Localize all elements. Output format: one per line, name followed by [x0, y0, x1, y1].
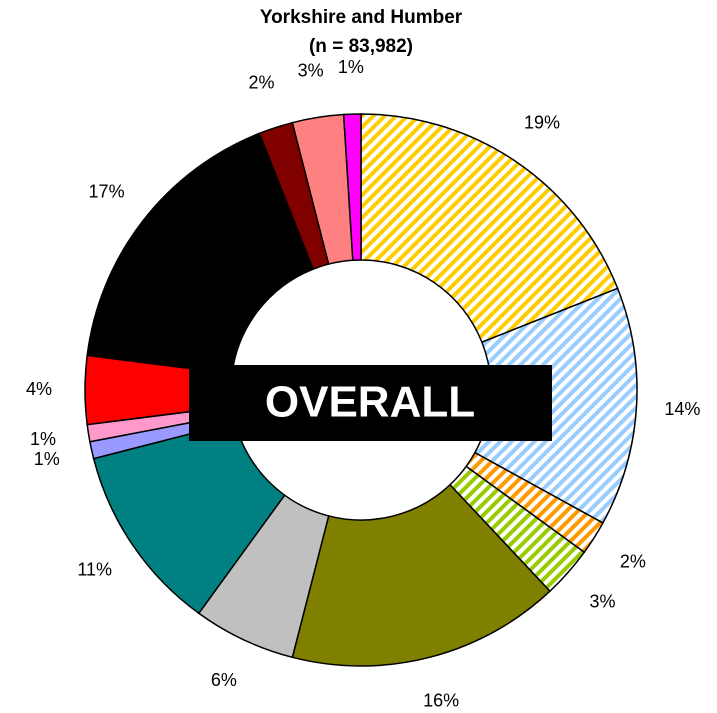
data-label: 6% — [211, 670, 237, 690]
data-label: 14% — [664, 399, 700, 419]
donut — [84, 113, 638, 667]
donut-segment — [86, 132, 315, 375]
donut-segment — [342, 113, 362, 262]
donut-segment — [360, 113, 619, 344]
data-label: 11% — [77, 560, 112, 580]
data-label: 19% — [524, 112, 560, 132]
data-label: 1% — [34, 449, 60, 469]
data-labels: 19%14%2%3%16%6%11%1%1%4%17%2%3% 1% — [26, 57, 700, 711]
data-label: 17% — [89, 181, 125, 201]
data-label: 2% — [620, 551, 646, 571]
data-label: 1% — [30, 429, 56, 449]
donut-segment — [291, 483, 551, 667]
data-label: 3% — [298, 61, 324, 81]
data-label: 4% — [26, 379, 52, 399]
data-label: 16% — [423, 691, 459, 708]
center-box — [189, 365, 552, 441]
center-label: OVERALL — [265, 378, 475, 427]
data-label: 2% — [248, 73, 274, 93]
chart-title: Yorkshire and Humber — [260, 7, 463, 28]
data-label: 3% — [590, 592, 616, 612]
data-label: 1% — [338, 57, 364, 77]
chart-subtitle: (n = 83,982) — [309, 36, 413, 57]
